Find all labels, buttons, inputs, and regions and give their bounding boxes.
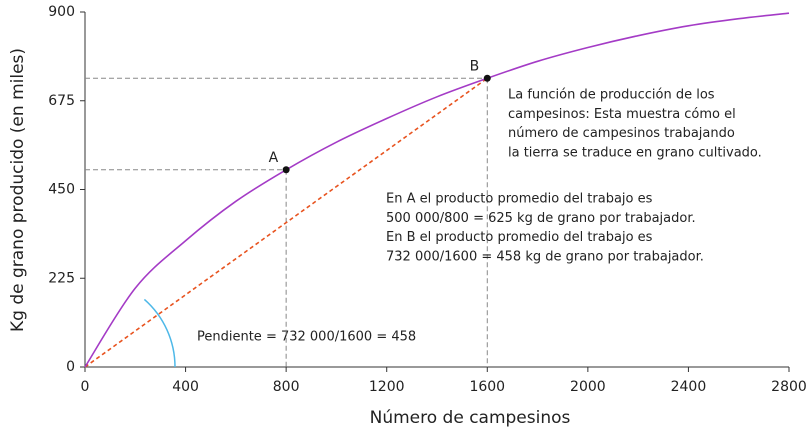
annotation-line: En B el producto promedio del trabajo es: [386, 230, 653, 245]
x-tick-label: 1600: [469, 379, 505, 395]
x-tick-label: 2000: [570, 379, 606, 395]
slope-label: Pendiente = 732 000/1600 = 458: [197, 330, 416, 345]
point: [483, 74, 491, 82]
annotation-line: 500 000/800 = 625 kg de grano por trabaj…: [386, 211, 696, 226]
x-tick-label: 2800: [771, 379, 807, 395]
y-tick-label: 225: [48, 270, 75, 286]
point: [282, 166, 290, 174]
y-tick-label: 675: [48, 93, 75, 109]
slope-line: [84, 77, 488, 368]
annotation-line: número de campesinos trabajando: [508, 126, 735, 141]
y-tick-label: 900: [48, 4, 75, 20]
y-axis-title: Kg de grano producido (en miles): [8, 48, 28, 332]
x-tick-label: 1200: [369, 379, 405, 395]
production-curve: [84, 12, 790, 368]
annotation-line: En A el producto promedio del trabajo es: [386, 192, 653, 207]
point-label: A: [269, 150, 279, 166]
point-label: B: [470, 58, 480, 74]
y-tick-label: 450: [48, 182, 75, 198]
y-tick-label: 0: [66, 359, 75, 375]
x-tick-label: 0: [81, 379, 90, 395]
x-tick-label: 800: [273, 379, 300, 395]
x-tick-label: 2400: [671, 379, 707, 395]
x-tick-label: 400: [172, 379, 199, 395]
annotation-line: La función de producción de los: [508, 88, 715, 103]
annotation-line: 732 000/1600 = 458 kg de grano por traba…: [386, 249, 704, 264]
annotation-line: la tierra se traduce en grano cultivado.: [508, 145, 762, 160]
annotation-line: campesinos: Esta muestra cómo el: [508, 107, 736, 122]
slope-arc: [143, 298, 176, 368]
x-axis-title: Número de campesinos: [370, 408, 571, 428]
